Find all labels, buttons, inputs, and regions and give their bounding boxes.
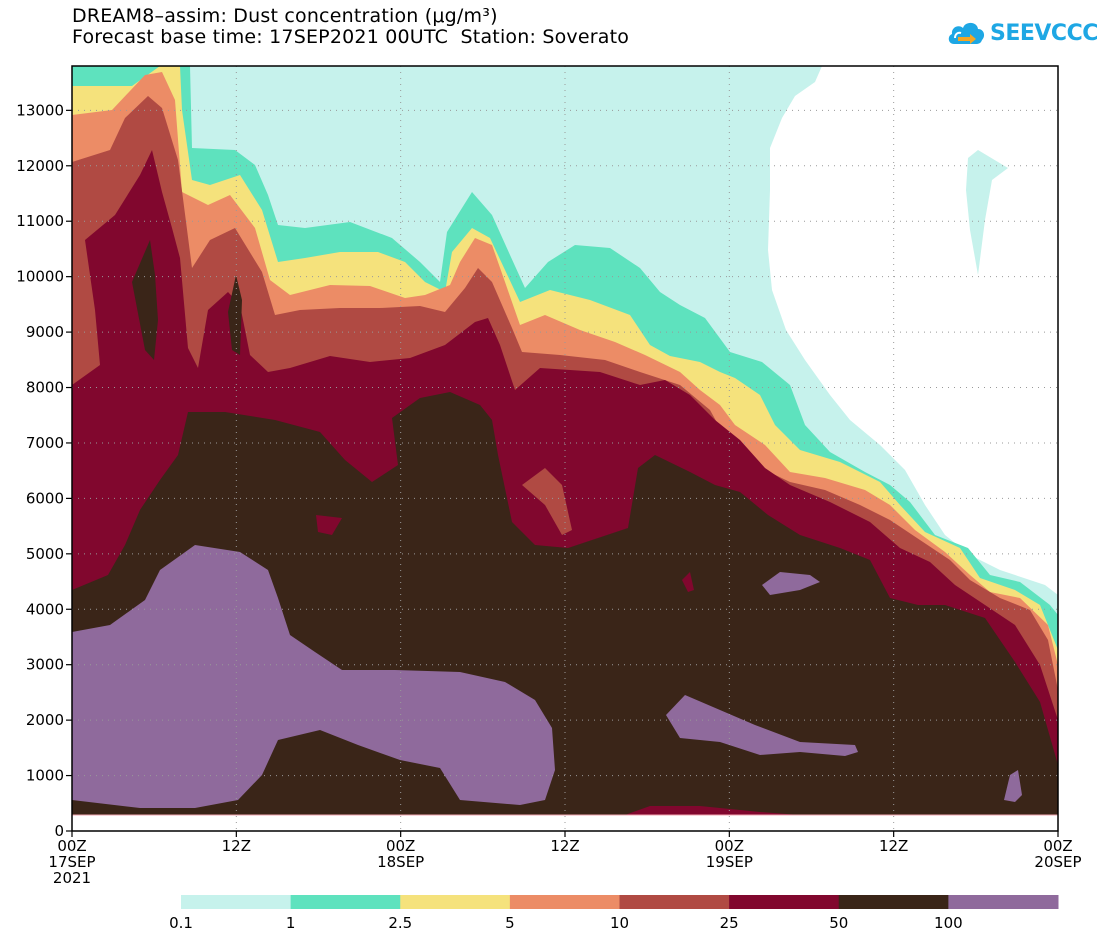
chart-title: DREAM8–assim: Dust concentration (μg/m³) (72, 5, 498, 27)
y-tick-label: 3000 (26, 656, 64, 674)
x-tick-label: 00Z (715, 837, 744, 855)
colorbar-label: 1 (286, 914, 296, 932)
y-tick-label: 12000 (16, 157, 64, 175)
x-tick-label: 00Z (1043, 837, 1072, 855)
y-tick-label: 10000 (16, 268, 64, 286)
contour-patch-25-b (682, 572, 694, 592)
y-tick-label: 0 (54, 822, 64, 840)
colorbar-swatch (619, 895, 730, 909)
contour-level-100-d (1004, 770, 1022, 802)
colorbar-swatch (181, 895, 292, 909)
colorbar-swatch (729, 895, 840, 909)
x-tick-label: 18SEP (377, 853, 424, 871)
colorbar-label: 0.1 (169, 914, 193, 932)
contour-patch-25-a (316, 515, 342, 535)
y-axis: 0 1000 2000 3000 4000 5000 6000 7000 8000 9000 100… (16, 101, 72, 840)
x-tick-label: 12Z (222, 837, 251, 855)
contour-level-100-b (666, 695, 858, 756)
cloud-icon (948, 22, 985, 44)
y-tick-label: 1000 (26, 767, 64, 785)
x-tick-label: 12Z (550, 837, 579, 855)
colorbar-swatch (400, 895, 511, 909)
contour-patch-50-top (132, 240, 158, 360)
title-block: DREAM8–assim: Dust concentration (μg/m³)… (72, 6, 629, 48)
x-tick-label: 20SEP (1034, 853, 1081, 871)
x-tick-label: 17SEP (48, 853, 95, 871)
contour-patch-10-mid (522, 468, 572, 535)
logo-text: SEEVCCC (990, 20, 1098, 46)
x-tick-label: 12Z (879, 837, 908, 855)
y-tick-label: 13000 (16, 101, 64, 119)
x-tick-label: 19SEP (706, 853, 753, 871)
grid-lines (72, 66, 1058, 831)
colorbar-swatch (948, 895, 1059, 909)
colorbar-swatch (290, 895, 401, 909)
y-tick-label: 8000 (26, 379, 64, 397)
colorbar-label: 25 (720, 914, 739, 932)
colorbar-swatch (509, 895, 620, 909)
colorbar-label: 2.5 (388, 914, 412, 932)
colorbar: 0.1 1 2.5 5 10 25 50 100 (169, 895, 1059, 932)
logo: SEEVCCC (946, 18, 1098, 48)
y-tick-label: 2000 (26, 711, 64, 729)
y-tick-label: 9000 (26, 323, 64, 341)
ground-patch-25 (625, 806, 800, 815)
contour-level-100-c (762, 572, 820, 595)
chart-subtitle: Forecast base time: 17SEP2021 00UTC Stat… (72, 26, 630, 48)
contour-level-100-main (72, 545, 555, 808)
colorbar-label: 5 (505, 914, 515, 932)
colorbar-label: 10 (610, 914, 629, 932)
colorbar-label: 100 (934, 914, 963, 932)
x-tick-label: 00Z (386, 837, 415, 855)
y-tick-label: 5000 (26, 545, 64, 563)
x-tick-label: 2021 (53, 869, 91, 887)
y-tick-label: 6000 (26, 489, 64, 507)
y-tick-label: 7000 (26, 434, 64, 452)
colorbar-swatch (838, 895, 949, 909)
contour-patch-0.1-right (966, 150, 1008, 275)
y-tick-label: 4000 (26, 600, 64, 618)
contour-field (72, 66, 1058, 831)
y-tick-label: 11000 (16, 212, 64, 230)
colorbar-label: 50 (829, 914, 848, 932)
contour-patch-50-12z (228, 275, 242, 355)
x-tick-label: 00Z (57, 837, 86, 855)
